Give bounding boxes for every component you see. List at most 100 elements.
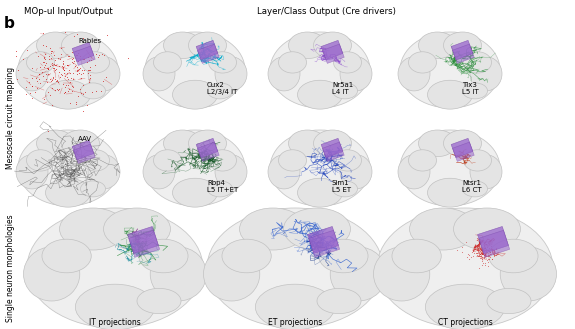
Ellipse shape: [204, 247, 260, 301]
Point: [43, 67, 52, 72]
Ellipse shape: [392, 239, 441, 273]
Ellipse shape: [408, 52, 436, 73]
Point: [45, 63, 55, 69]
Point: [58, 64, 67, 69]
Point: [47, 61, 56, 66]
Text: b: b: [4, 16, 15, 31]
Ellipse shape: [240, 208, 306, 250]
Point: [470, 250, 479, 256]
Point: [40, 62, 49, 67]
Point: [67, 88, 76, 93]
Point: [18, 57, 28, 62]
Point: [42, 79, 51, 85]
Ellipse shape: [145, 130, 245, 206]
Point: [489, 251, 499, 256]
Point: [75, 65, 85, 71]
Point: [47, 56, 56, 61]
Ellipse shape: [317, 289, 361, 314]
Text: ET projections: ET projections: [268, 318, 322, 327]
Ellipse shape: [208, 83, 232, 99]
FancyBboxPatch shape: [196, 138, 218, 158]
Point: [64, 86, 74, 91]
Point: [83, 67, 93, 73]
Point: [48, 74, 57, 79]
Ellipse shape: [334, 150, 362, 171]
Ellipse shape: [334, 52, 362, 73]
Point: [478, 251, 487, 257]
Point: [75, 70, 84, 75]
Point: [40, 56, 49, 61]
FancyBboxPatch shape: [453, 142, 474, 162]
Ellipse shape: [26, 150, 55, 171]
Point: [51, 78, 60, 84]
Ellipse shape: [60, 208, 126, 250]
Point: [47, 79, 56, 84]
Point: [72, 67, 82, 73]
Point: [35, 64, 44, 69]
Point: [103, 33, 112, 38]
Ellipse shape: [137, 289, 181, 314]
Point: [485, 246, 494, 251]
Ellipse shape: [62, 130, 99, 157]
Point: [92, 88, 101, 93]
Point: [51, 87, 60, 92]
Point: [71, 52, 80, 58]
Point: [480, 262, 489, 267]
FancyBboxPatch shape: [196, 40, 218, 60]
Point: [34, 71, 43, 76]
Text: Ntsr1
L6 CT: Ntsr1 L6 CT: [462, 180, 482, 193]
Text: Rabies: Rabies: [78, 38, 101, 44]
Point: [49, 61, 58, 66]
Ellipse shape: [374, 247, 430, 301]
Point: [66, 76, 75, 81]
Point: [63, 75, 72, 80]
Point: [62, 71, 71, 76]
Point: [58, 65, 67, 71]
Point: [476, 255, 485, 261]
FancyBboxPatch shape: [72, 42, 94, 62]
Ellipse shape: [88, 155, 120, 189]
Ellipse shape: [18, 130, 118, 206]
Point: [476, 253, 485, 259]
Point: [469, 254, 478, 259]
Point: [74, 50, 83, 56]
FancyBboxPatch shape: [128, 226, 159, 254]
Ellipse shape: [207, 208, 383, 328]
FancyBboxPatch shape: [74, 144, 95, 164]
Point: [63, 53, 72, 59]
Point: [58, 82, 67, 87]
FancyBboxPatch shape: [129, 230, 160, 257]
Point: [480, 245, 489, 250]
Point: [70, 33, 79, 38]
Point: [482, 258, 492, 263]
Point: [485, 250, 494, 255]
Ellipse shape: [462, 181, 488, 197]
Point: [95, 52, 104, 57]
Point: [46, 50, 55, 55]
Point: [76, 91, 85, 96]
Point: [74, 67, 83, 72]
Point: [487, 256, 496, 262]
Point: [492, 245, 501, 251]
Point: [489, 248, 499, 253]
Point: [477, 256, 486, 261]
Point: [72, 101, 81, 107]
Point: [27, 84, 36, 89]
Point: [480, 253, 489, 258]
Point: [491, 253, 500, 258]
Point: [47, 78, 56, 83]
FancyBboxPatch shape: [198, 142, 219, 162]
Ellipse shape: [81, 181, 105, 197]
Point: [83, 103, 92, 108]
Point: [85, 57, 94, 63]
Text: CT projections: CT projections: [438, 318, 492, 327]
Ellipse shape: [454, 208, 520, 250]
Ellipse shape: [222, 239, 271, 273]
Point: [22, 47, 32, 52]
Point: [73, 64, 82, 69]
Ellipse shape: [319, 239, 368, 273]
Point: [474, 241, 483, 247]
Point: [44, 89, 53, 95]
Point: [45, 76, 55, 82]
Point: [52, 78, 62, 83]
